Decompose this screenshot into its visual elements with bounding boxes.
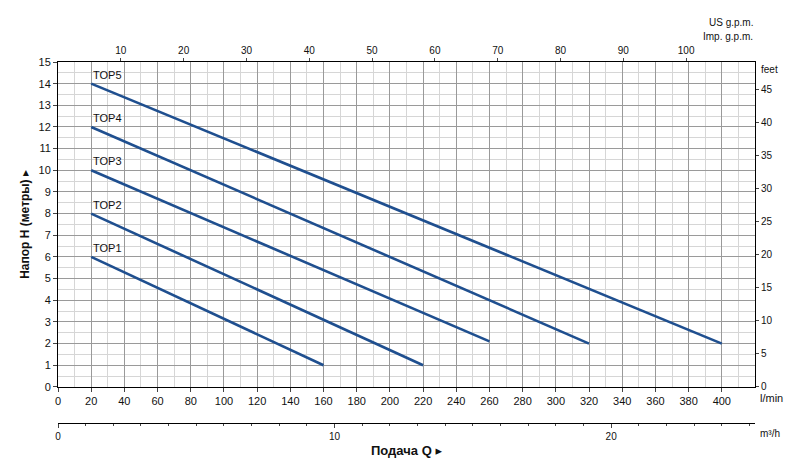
svg-text:40: 40	[304, 45, 316, 56]
svg-text:160: 160	[314, 395, 332, 407]
svg-text:2: 2	[45, 337, 51, 349]
svg-text:20: 20	[178, 45, 190, 56]
svg-text:90: 90	[618, 45, 630, 56]
svg-text:14: 14	[39, 78, 51, 90]
svg-text:140: 140	[281, 395, 299, 407]
svg-text:0: 0	[45, 381, 51, 393]
svg-text:Подача Q ▸: Подача Q ▸	[371, 443, 442, 458]
svg-text:11: 11	[39, 142, 50, 154]
svg-text:20: 20	[761, 249, 773, 260]
svg-text:300: 300	[547, 395, 565, 407]
svg-text:TOP1: TOP1	[93, 242, 122, 254]
svg-text:3: 3	[45, 316, 51, 328]
svg-text:40: 40	[761, 117, 773, 128]
svg-text:5: 5	[45, 272, 51, 284]
svg-text:360: 360	[646, 395, 664, 407]
svg-text:10: 10	[115, 45, 127, 56]
svg-text:TOP3: TOP3	[93, 155, 122, 167]
svg-text:Imp. g.p.m.: Imp. g.p.m.	[703, 31, 753, 42]
svg-text:30: 30	[241, 45, 253, 56]
svg-text:TOP5: TOP5	[93, 69, 122, 81]
svg-text:TOP4: TOP4	[93, 112, 122, 124]
svg-text:120: 120	[248, 395, 266, 407]
svg-text:0: 0	[55, 431, 61, 442]
svg-text:320: 320	[580, 395, 598, 407]
svg-text:60: 60	[429, 45, 441, 56]
svg-text:0: 0	[55, 395, 61, 407]
svg-text:80: 80	[185, 395, 197, 407]
svg-text:10: 10	[39, 164, 51, 176]
svg-text:feet: feet	[761, 64, 778, 75]
svg-text:200: 200	[381, 395, 399, 407]
svg-text:10: 10	[329, 431, 341, 442]
svg-text:20: 20	[606, 431, 618, 442]
svg-text:70: 70	[492, 45, 504, 56]
svg-text:Напор H (метры) ▸: Напор H (метры) ▸	[18, 170, 32, 279]
svg-text:240: 240	[447, 395, 465, 407]
svg-text:m³/h: m³/h	[760, 428, 780, 439]
svg-text:50: 50	[367, 45, 379, 56]
svg-text:400: 400	[713, 395, 731, 407]
svg-text:40: 40	[118, 395, 130, 407]
svg-text:10: 10	[761, 315, 773, 326]
svg-text:6: 6	[45, 251, 51, 263]
svg-text:1: 1	[45, 359, 51, 371]
svg-text:US g.p.m.: US g.p.m.	[709, 17, 753, 28]
svg-text:100: 100	[678, 45, 695, 56]
svg-text:4: 4	[45, 294, 51, 306]
svg-text:280: 280	[513, 395, 531, 407]
svg-text:60: 60	[151, 395, 163, 407]
svg-text:260: 260	[480, 395, 498, 407]
svg-text:7: 7	[45, 229, 51, 241]
svg-text:20: 20	[85, 395, 97, 407]
svg-text:8: 8	[45, 207, 51, 219]
svg-text:0: 0	[761, 381, 767, 392]
svg-text:100: 100	[215, 395, 233, 407]
svg-text:30: 30	[761, 183, 773, 194]
svg-text:80: 80	[555, 45, 567, 56]
svg-text:220: 220	[414, 395, 432, 407]
svg-text:380: 380	[679, 395, 697, 407]
svg-text:25: 25	[761, 216, 773, 227]
svg-text:12: 12	[39, 121, 51, 133]
svg-text:5: 5	[761, 348, 767, 359]
svg-text:TOP2: TOP2	[93, 199, 122, 211]
svg-text:35: 35	[761, 150, 773, 161]
svg-text:9: 9	[45, 186, 51, 198]
svg-text:340: 340	[613, 395, 631, 407]
svg-text:45: 45	[761, 84, 773, 95]
svg-text:15: 15	[761, 282, 773, 293]
svg-text:13: 13	[39, 99, 51, 111]
svg-text:180: 180	[348, 395, 366, 407]
svg-text:l/min: l/min	[760, 392, 783, 404]
svg-text:15: 15	[39, 56, 51, 68]
